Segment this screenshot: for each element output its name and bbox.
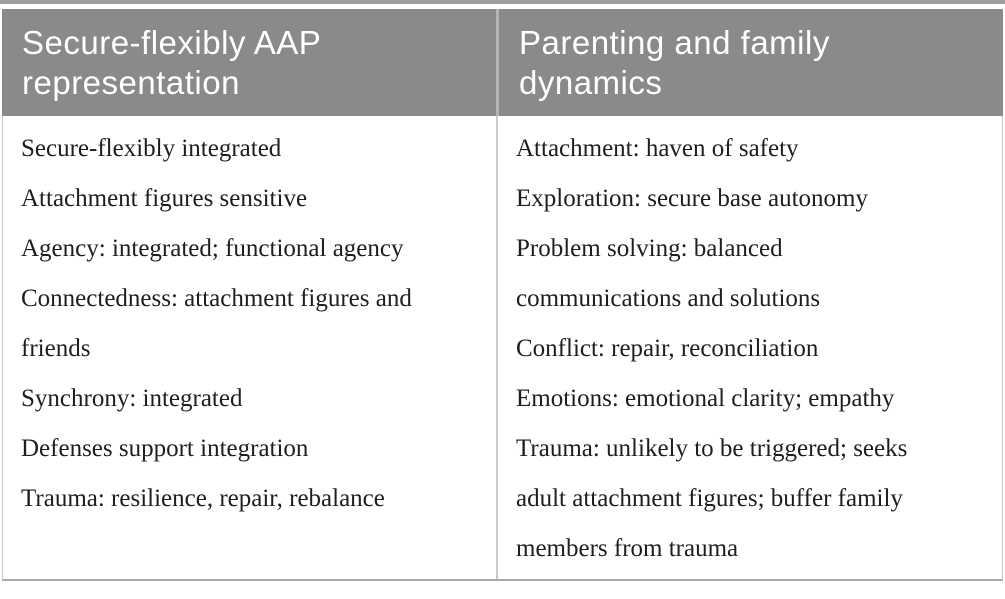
table-entry: Conflict: repair, reconciliation bbox=[516, 335, 819, 362]
table-entry: Agency: integrated; functional agency bbox=[21, 235, 404, 262]
table-entry: Emotions: emotional clarity; empathy bbox=[516, 385, 895, 412]
table-entry: Synchrony: integrated bbox=[21, 385, 243, 412]
body-cell-secure-flexibly-aap: Secure-flexibly integrated Attachment fi… bbox=[3, 116, 498, 579]
table-entry: Attachment figures sensitive bbox=[21, 185, 308, 212]
table-header-row: Secure-flexibly AAP representation Paren… bbox=[2, 9, 1003, 116]
table-entry: Secure-flexibly integrated bbox=[21, 135, 282, 162]
body-cell-parenting-family-dynamics: Attachment: haven of safety Exploration:… bbox=[498, 116, 1002, 579]
table-body-row: Secure-flexibly integrated Attachment fi… bbox=[2, 116, 1003, 581]
table-entry: Exploration: secure base autonomy bbox=[516, 185, 868, 212]
table-top-rule bbox=[0, 0, 1005, 4]
aap-parenting-table: Secure-flexibly AAP representation Paren… bbox=[2, 9, 1003, 581]
header-cell-secure-flexibly-aap: Secure-flexibly AAP representation bbox=[2, 9, 496, 116]
table-entry: Defenses support integration bbox=[21, 435, 309, 462]
table-entry: Problem solving: balanced communications… bbox=[516, 235, 821, 312]
header-cell-parenting-family-dynamics: Parenting and family dynamics bbox=[499, 9, 1003, 116]
table-entry: Trauma: unlikely to be triggered; seeks … bbox=[516, 435, 908, 562]
table-entry: Attachment: haven of safety bbox=[516, 135, 799, 162]
table-entry: Trauma: resilience, repair, rebalance bbox=[21, 485, 385, 512]
table-entry: Connectedness: attachment figures and fr… bbox=[21, 285, 412, 362]
